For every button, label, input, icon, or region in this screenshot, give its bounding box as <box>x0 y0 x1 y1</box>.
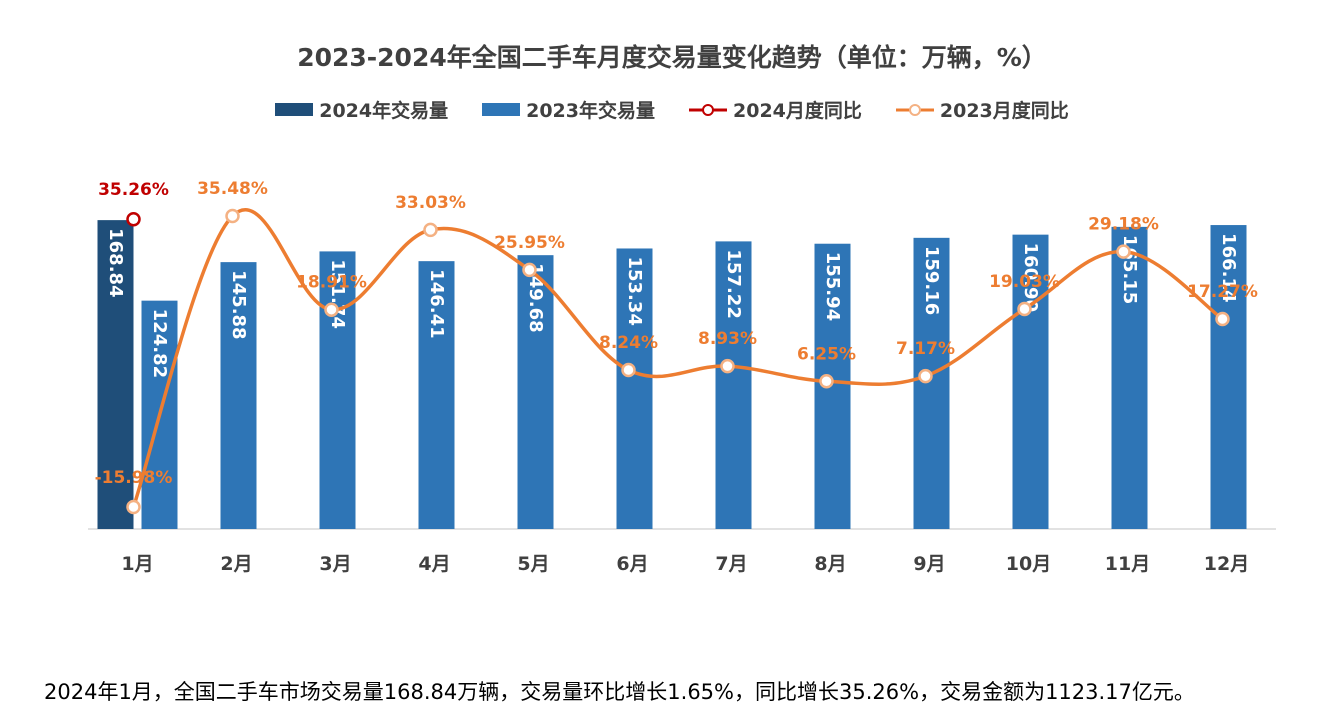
bar-2023-8月 <box>814 243 851 529</box>
x-tick-label-12月: 12月 <box>1204 553 1249 575</box>
bar-label-2023-7月: 157.22 <box>723 249 744 318</box>
point-2023-yoy-3月 <box>324 302 339 317</box>
point-label-2023-yoy-4月: 33.03% <box>395 193 466 213</box>
legend: 2024年交易量 2023年交易量 2024月度同比 2023月度同比 <box>0 96 1344 123</box>
bar-2023-10月 <box>1012 234 1049 529</box>
bar-2023-2月 <box>220 262 257 529</box>
bar-2024-1月 <box>97 220 134 529</box>
x-tick-label-5月: 5月 <box>517 553 549 575</box>
line-2023-yoy <box>131 208 1224 508</box>
x-tick-label-10月: 10月 <box>1006 553 1051 575</box>
bar-2023-3月 <box>319 251 356 529</box>
legend-item-2023-volume: 2023年交易量 <box>482 96 655 123</box>
legend-label-2024-yoy: 2024月度同比 <box>733 100 862 122</box>
point-2023-yoy-9月 <box>918 368 933 384</box>
point-label-2024-yoy-1月: 35.26% <box>98 180 169 200</box>
x-tick-label-2月: 2月 <box>220 553 252 575</box>
point-2023-yoy-12月 <box>1215 311 1230 327</box>
point-label-2023-yoy-8月: 6.25% <box>797 344 856 364</box>
bar-2023-6月 <box>616 248 653 529</box>
legend-label-2023-yoy: 2023月度同比 <box>939 100 1069 122</box>
point-2023-yoy-2月 <box>225 208 240 224</box>
bar-label-2023-8月: 155.94 <box>822 252 843 321</box>
point-2023-yoy-5月 <box>522 262 537 278</box>
x-tick-label-11月: 11月 <box>1105 553 1150 575</box>
bar-2023-7月 <box>715 241 752 529</box>
legend-swatch-2024-volume <box>275 103 314 116</box>
x-tick-label-6月: 6月 <box>616 553 648 575</box>
chart-title: 2023-2024年全国二手车月度交易量变化趋势（单位：万辆，%） <box>297 43 1047 72</box>
point-2023-yoy-10月 <box>1017 301 1032 317</box>
bar-label-2023-9月: 159.16 <box>921 246 942 315</box>
point-2024-yoy-1月 <box>126 211 141 227</box>
point-label-2023-yoy-7月: 8.93% <box>698 329 757 349</box>
point-2023-yoy-8月 <box>819 374 834 389</box>
legend-item-2023-yoy: 2023月度同比 <box>895 96 1069 123</box>
point-label-2023-yoy-10月: 19.03% <box>989 272 1060 292</box>
point-2023-yoy-7月 <box>720 358 735 374</box>
bar-label-2023-1月: 124.82 <box>149 309 170 378</box>
bar-2023-11月 <box>1111 226 1148 529</box>
point-label-2023-yoy-9月: 7.17% <box>896 339 955 359</box>
point-2023-yoy-4月 <box>423 222 438 238</box>
x-tick-label-3月: 3月 <box>319 553 351 575</box>
bar-label-2023-4月: 146.41 <box>426 269 447 338</box>
chart-plot-area: 168.84124.821月145.882月151.743月146.414月14… <box>88 179 1276 575</box>
legend-label-2024-volume: 2024年交易量 <box>319 100 449 122</box>
legend-swatch-2023-volume <box>482 103 521 116</box>
bar-2023-5月 <box>517 255 554 529</box>
point-2023-yoy-11月 <box>1116 244 1131 259</box>
bar-label-2023-2月: 145.88 <box>228 270 249 339</box>
point-label-2023-yoy-1月: -15.98% <box>95 468 173 488</box>
bar-2023-9月 <box>913 237 950 530</box>
legend-item-2024-volume: 2024年交易量 <box>275 96 448 123</box>
point-label-2023-yoy-11月: 29.18% <box>1088 215 1159 235</box>
x-tick-label-8月: 8月 <box>814 553 846 575</box>
bar-label-2024-1月: 168.84 <box>105 228 126 297</box>
footer-note: 2024年1月，全国二手车市场交易量168.84万辆，交易量环比增长1.65%，… <box>44 680 1195 704</box>
legend-label-2023-volume: 2023年交易量 <box>526 100 655 122</box>
x-tick-label-1月: 1月 <box>121 553 153 575</box>
point-label-2023-yoy-6月: 8.24% <box>599 333 658 353</box>
legend-swatch-2024-yoy <box>689 103 727 116</box>
bar-label-2023-3月: 151.74 <box>327 259 348 328</box>
bar-label-2023-6月: 153.34 <box>624 256 645 325</box>
point-2023-yoy-1月 <box>126 499 141 515</box>
legend-swatch-2023-yoy <box>895 103 934 116</box>
x-tick-label-9月: 9月 <box>913 553 945 575</box>
point-label-2023-yoy-12月: 17.27% <box>1187 282 1258 302</box>
bar-2023-12月 <box>1210 225 1247 529</box>
point-label-2023-yoy-5月: 25.95% <box>494 233 565 253</box>
bar-2023-4月 <box>418 261 455 529</box>
bar-label-2023-12月: 166.14 <box>1218 233 1239 302</box>
x-tick-label-4月: 4月 <box>418 553 450 575</box>
point-label-2023-yoy-3月: 18.91% <box>296 273 367 293</box>
point-2023-yoy-6月 <box>621 362 636 378</box>
point-label-2023-yoy-2月: 35.48% <box>197 179 268 199</box>
x-tick-label-7月: 7月 <box>715 553 747 575</box>
legend-item-2024-yoy: 2024月度同比 <box>689 96 862 123</box>
bar-label-2023-10月: 160.90 <box>1020 243 1041 312</box>
